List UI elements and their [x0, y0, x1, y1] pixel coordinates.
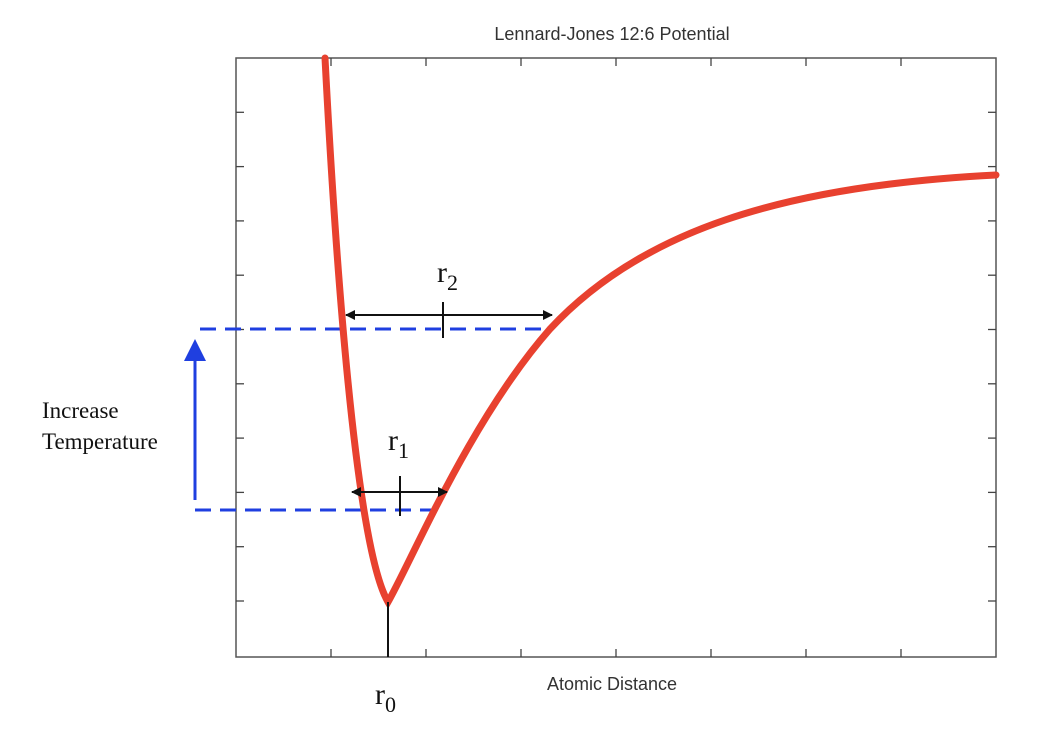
- axis-ticks: [236, 58, 996, 657]
- r0-sub: 0: [385, 692, 396, 717]
- r1-main: r: [388, 424, 398, 457]
- r1-sub: 1: [398, 438, 409, 463]
- chart-title: Lennard-Jones 12:6 Potential: [494, 24, 729, 44]
- r1-label: r1: [388, 424, 409, 463]
- x-axis-label: Atomic Distance: [547, 674, 677, 694]
- r0-label: r0: [375, 678, 396, 717]
- plot-frame: [235, 57, 997, 658]
- r2-main: r: [437, 256, 447, 289]
- r2-sub: 2: [447, 270, 458, 295]
- r0-main: r: [375, 678, 385, 711]
- side-label-line2: Temperature: [42, 429, 158, 454]
- r2-label: r2: [437, 256, 458, 295]
- side-label-line1: Increase: [42, 398, 119, 423]
